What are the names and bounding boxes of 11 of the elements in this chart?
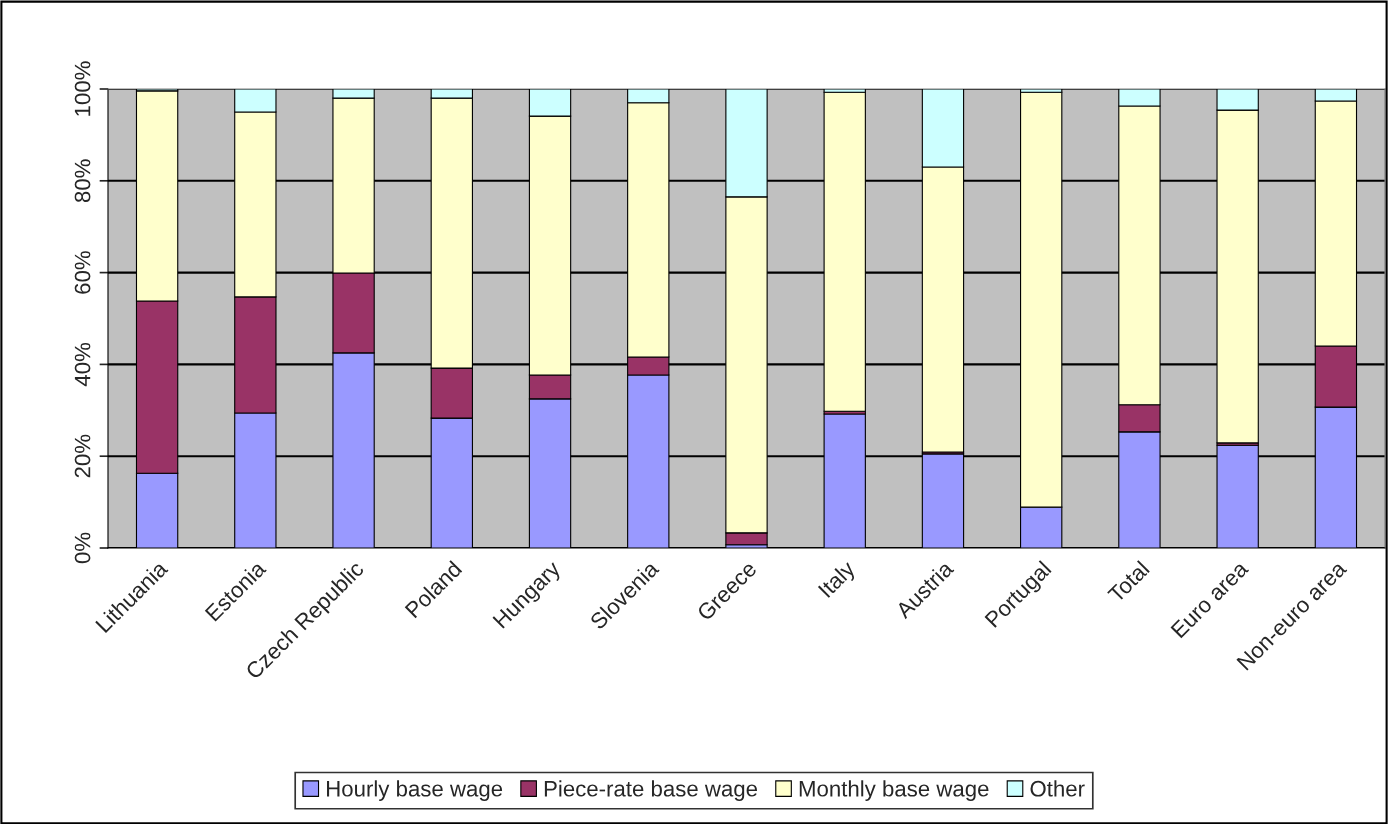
legend-label: Monthly base wage	[799, 780, 989, 801]
y-tick-label: 60%	[74, 251, 91, 294]
y-tick-label: 20%	[74, 434, 91, 478]
legend-label: Hourly base wage	[327, 780, 503, 801]
y-tick-label: 0%	[74, 532, 91, 564]
legend-label: Other	[1030, 780, 1085, 797]
x-tick-label: Italy	[817, 559, 860, 602]
y-tick-label: 40%	[74, 342, 91, 387]
legend-label: Piece-rate base wage	[544, 780, 758, 801]
y-tick-label: 100%	[74, 61, 91, 116]
y-tick-label: 80%	[74, 159, 91, 203]
